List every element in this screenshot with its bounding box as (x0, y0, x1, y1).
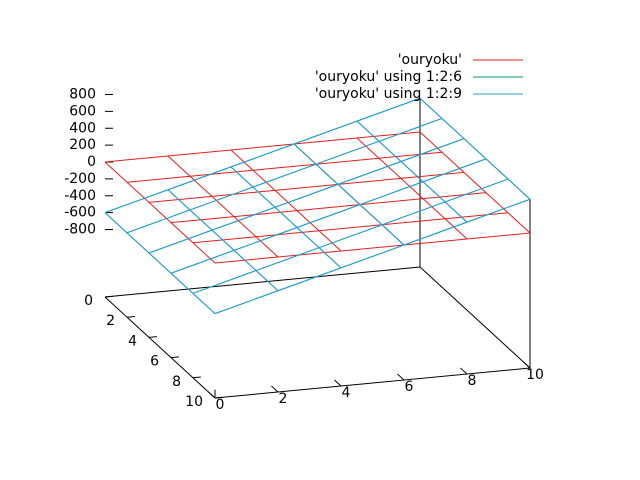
surface-line (167, 189, 279, 292)
surface-line (167, 155, 279, 258)
surface-line (356, 137, 468, 240)
z-tick-label: 600 (69, 103, 96, 119)
x-tick (334, 379, 342, 387)
y-tick (148, 336, 157, 338)
x-tick (460, 367, 468, 375)
box-edge (104, 296, 216, 399)
y-tick (104, 295, 113, 298)
z-tick-label: 0 (87, 154, 96, 170)
y-tick-label: 8 (172, 374, 181, 390)
z-tick-label: -200 (64, 171, 96, 187)
y-tick (214, 396, 223, 399)
y-tick (192, 376, 201, 379)
y-tick-label: 10 (185, 394, 203, 410)
box-edge (214, 367, 531, 399)
x-tick (523, 361, 531, 369)
z-tick-label: -400 (64, 188, 96, 204)
x-tick (397, 373, 405, 381)
surface-line (192, 212, 509, 244)
legend-label: 'ouryoku' (398, 52, 462, 68)
z-tick-label: -800 (64, 222, 96, 238)
x-tick-label: 6 (405, 379, 414, 395)
legend-label: 'ouryoku' using 1:2:9 (315, 86, 462, 102)
surface-line (214, 232, 531, 264)
y-tick (170, 356, 179, 359)
z-tick-label: 800 (69, 87, 96, 103)
surface-line (356, 120, 468, 223)
x-tick-label: 2 (279, 391, 288, 407)
surface-line (104, 131, 421, 163)
z-tick-label: -600 (64, 205, 96, 221)
surface-line (293, 143, 405, 246)
box-edge (419, 266, 531, 369)
y-tick-label: 6 (150, 354, 159, 370)
y-tick-label: 0 (84, 293, 93, 309)
surface-line (126, 151, 443, 183)
x-tick-label: 8 (468, 373, 477, 389)
surface-line (104, 161, 216, 264)
x-tick-label: 10 (526, 367, 544, 383)
x-tick (271, 385, 279, 393)
surface-line (419, 97, 531, 200)
surface-line (148, 171, 465, 203)
y-tick-label: 4 (128, 333, 137, 349)
z-tick-label: 200 (69, 137, 96, 153)
surface-line (148, 138, 465, 254)
surface-line (170, 192, 487, 224)
y-tick-label: 2 (106, 313, 115, 329)
box-edge (104, 266, 421, 298)
legend-label: 'ouryoku' using 1:2:6 (315, 69, 462, 85)
surface-line (419, 131, 531, 234)
surface-line (104, 97, 421, 214)
surface-line (230, 166, 342, 269)
surface-line (104, 212, 216, 314)
surface-line (170, 158, 487, 274)
z-tick-label: 400 (69, 120, 96, 136)
x-tick-label: 0 (216, 397, 225, 413)
y-tick (126, 315, 135, 318)
surface-line (230, 149, 342, 252)
surface-line (214, 198, 531, 315)
x-tick-label: 4 (342, 385, 351, 401)
surface-line (192, 178, 509, 294)
surface-line (126, 117, 443, 234)
x-tick (208, 391, 216, 399)
